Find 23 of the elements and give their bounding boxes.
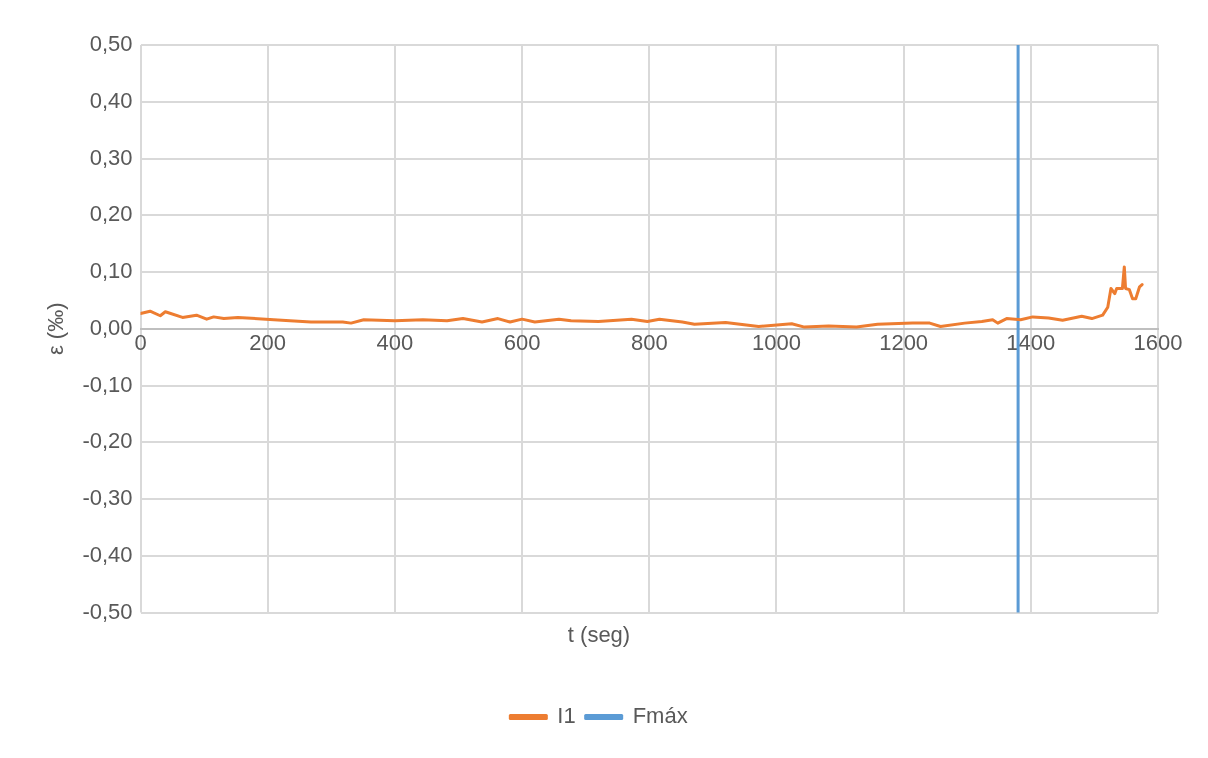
- x-tick-label: 800: [630, 330, 668, 356]
- legend-label: Fmáx: [632, 703, 688, 729]
- x-tick-label: 0: [134, 330, 147, 356]
- legend-label: I1: [557, 703, 576, 729]
- y-tick-label: -0,40: [82, 541, 133, 567]
- y-tick-label: -0,20: [82, 428, 133, 454]
- x-tick-label: 1600: [1133, 330, 1183, 356]
- x-tick-label: 1000: [751, 330, 801, 356]
- y-tick-label: 0,40: [89, 87, 133, 113]
- y-tick-label: 0,10: [89, 258, 133, 284]
- x-tick-label: 400: [376, 330, 414, 356]
- y-tick-label: -0,10: [82, 371, 133, 397]
- y-tick-label: 0,20: [89, 201, 133, 227]
- x-tick-label: 1200: [879, 330, 929, 356]
- y-tick-label: -0,50: [82, 598, 133, 624]
- x-tick-label: 600: [503, 330, 541, 356]
- x-tick-label: 200: [249, 330, 287, 356]
- y-tick-label: -0,30: [82, 485, 133, 511]
- y-tick-label: 0,30: [89, 144, 133, 170]
- y-axis-title: ε (‰): [43, 302, 69, 356]
- x-axis-title: t (seg): [567, 621, 631, 647]
- y-tick-label: 0,00: [89, 314, 133, 340]
- y-tick-label: 0,50: [89, 31, 133, 57]
